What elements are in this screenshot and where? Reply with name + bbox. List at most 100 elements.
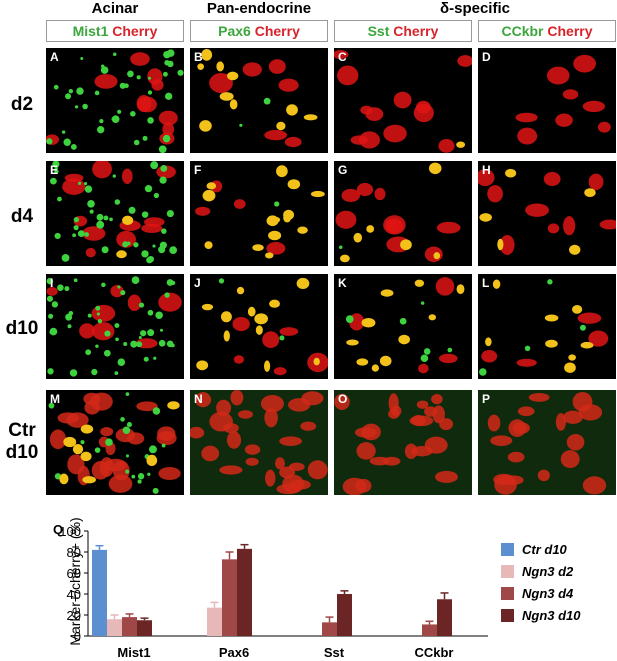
green-nucleus [147, 329, 155, 337]
yellow-cell [303, 114, 318, 121]
green-nucleus [137, 479, 142, 484]
yellow-cell [346, 339, 359, 346]
green-nucleus [152, 407, 161, 415]
red-cell [341, 188, 361, 202]
red-cell [517, 406, 535, 417]
yellow-cell [82, 476, 96, 484]
green-nucleus [423, 348, 431, 355]
green-nucleus [138, 336, 142, 340]
green-nucleus [136, 75, 141, 80]
red-cell [356, 442, 376, 460]
yellow-cell [428, 314, 437, 321]
green-nucleus [155, 311, 163, 320]
category-label: Sst [324, 645, 345, 660]
yellow-cell [252, 244, 264, 251]
green-nucleus [114, 371, 119, 375]
green-nucleus [48, 402, 55, 409]
red-cell [278, 78, 299, 92]
red-cell [546, 66, 570, 85]
red-cell [424, 246, 443, 262]
green-nucleus [147, 117, 154, 124]
bar [107, 619, 122, 636]
red-cell [481, 350, 498, 363]
reporter-label: Cherry [393, 23, 439, 39]
green-nucleus [80, 57, 84, 61]
column-header-pan-endocrine: Pan-endocrine [206, 0, 312, 17]
red-cell [582, 476, 607, 495]
reporter-label: Cherry [254, 23, 300, 39]
green-nucleus [87, 200, 95, 208]
yellow-cell [380, 289, 394, 297]
red-cell [562, 89, 579, 100]
yellow-cell [353, 232, 363, 243]
yellow-cell [270, 216, 281, 223]
red-cell [435, 470, 458, 483]
green-nucleus [54, 169, 59, 174]
green-nucleus [164, 292, 170, 298]
red-cell [233, 199, 246, 209]
yellow-cell [356, 358, 369, 366]
green-nucleus [78, 181, 82, 185]
red-cell [577, 312, 602, 324]
micrograph-panel: K [334, 274, 472, 379]
green-nucleus [48, 313, 54, 319]
row-label-d4: d4 [10, 206, 34, 227]
green-nucleus [73, 217, 80, 223]
y-axis-label: Marker+/cherry+ (%) [67, 517, 83, 645]
green-nucleus [159, 328, 163, 332]
yellow-cell [201, 303, 214, 311]
green-nucleus [94, 447, 101, 453]
red-cell [262, 331, 280, 349]
red-cell [84, 400, 101, 415]
red-cell [94, 74, 118, 89]
green-nucleus [131, 276, 140, 284]
micrograph-panel: G [334, 161, 472, 266]
green-nucleus [130, 340, 138, 348]
green-nucleus [338, 245, 343, 250]
yellow-cell [479, 213, 492, 222]
red-cell [525, 203, 549, 217]
green-nucleus [147, 90, 153, 95]
green-nucleus [95, 305, 101, 311]
fluorescence-image [479, 279, 609, 376]
fluorescence-image [478, 168, 616, 255]
bar [137, 620, 152, 636]
yellow-cell [63, 436, 77, 448]
red-cell [388, 408, 400, 419]
yellow-cell [545, 339, 558, 348]
marker-box-pax6: Pax6 Cherry [190, 20, 328, 42]
green-nucleus [65, 93, 72, 100]
green-nucleus [77, 230, 85, 238]
yellow-cell [571, 305, 583, 314]
green-nucleus [46, 138, 53, 145]
red-cell [64, 173, 84, 182]
micrograph-panel: N [190, 390, 328, 495]
fluorescence-image [487, 391, 607, 495]
green-nucleus [105, 438, 113, 446]
red-cell [517, 127, 538, 145]
yellow-cell [116, 250, 127, 259]
red-cell [588, 330, 609, 347]
green-nucleus [128, 206, 136, 214]
yellow-cell [247, 306, 256, 317]
green-nucleus [143, 356, 149, 362]
panel-letter: O [338, 392, 348, 406]
red-cell [516, 358, 537, 367]
red-cell [268, 59, 286, 74]
red-cell [130, 52, 150, 66]
yellow-cell [255, 325, 263, 335]
red-cell [110, 284, 124, 298]
panel-letter: C [338, 50, 347, 64]
red-cell [365, 107, 384, 122]
green-nucleus [89, 209, 94, 214]
red-cell [266, 242, 286, 255]
y-tick-label: 20 [67, 608, 81, 623]
green-nucleus [167, 60, 174, 68]
yellow-cell [80, 424, 94, 434]
red-cell [385, 219, 397, 232]
red-cell [334, 50, 349, 60]
yellow-cell [268, 230, 282, 241]
yellow-cell [414, 279, 425, 287]
red-cell [487, 185, 503, 203]
red-cell [92, 322, 115, 341]
